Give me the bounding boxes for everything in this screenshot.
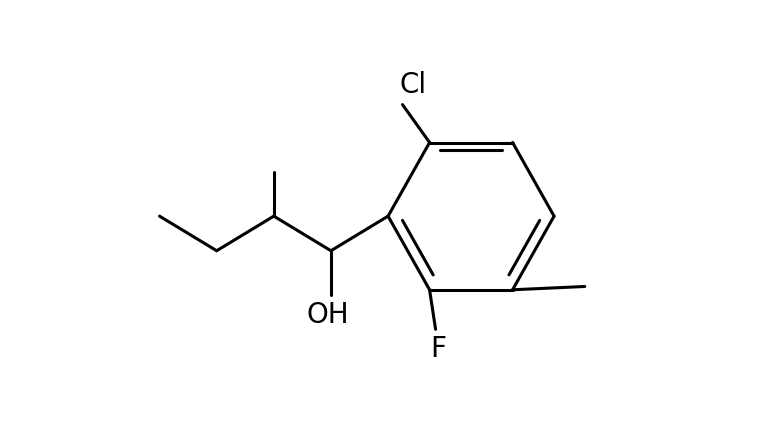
Text: Cl: Cl: [400, 71, 427, 99]
Text: F: F: [431, 335, 447, 363]
Text: OH: OH: [307, 301, 349, 329]
